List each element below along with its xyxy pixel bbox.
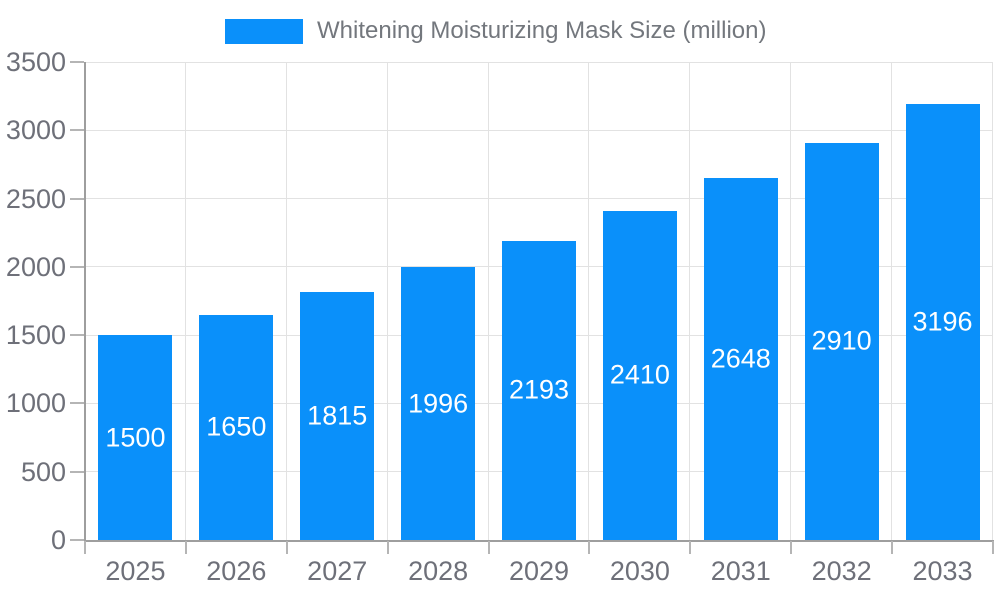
bar-2030[interactable]: 2410 [602,210,677,540]
x-axis-label-2025: 2025 [105,556,166,586]
x-tick-2 [285,541,288,554]
gridline-v-8 [891,62,893,540]
x-tick-8 [891,541,894,554]
gridline-h-3500 [85,61,993,63]
bar-value-label: 2193 [508,374,570,405]
bar-value-label: 2410 [609,359,670,390]
y-axis-label-1000: 1000 [5,388,66,419]
y-axis-label-500: 500 [20,456,66,487]
y-tick-2500 [70,197,84,200]
y-axis-label-3000: 3000 [5,115,66,146]
bar-value-label: 1815 [307,400,368,431]
legend-label: Whitening Moisturizing Mask Size (millio… [317,17,767,44]
bar-value-label: 1500 [105,422,166,453]
x-tick-1 [184,541,187,554]
y-axis-label-3500: 3500 [5,47,66,77]
bar-value-label: 2648 [710,343,771,374]
x-axis-label-2032: 2032 [811,556,872,586]
x-axis-label-2027: 2027 [307,556,368,586]
y-tick-500 [70,470,84,473]
x-axis-label-2030: 2030 [609,556,670,586]
bar-value-label: 2910 [811,325,872,356]
y-axis-label-1500: 1500 [5,320,66,351]
bar-2033[interactable]: 3196 [905,103,980,540]
x-axis-label-2033: 2033 [912,556,973,586]
gridline-h-3000 [85,129,993,131]
gridline-v-7 [790,62,792,540]
y-tick-3000 [70,129,84,132]
bar-value-label: 1650 [206,411,267,442]
y-tick-2000 [70,265,84,268]
bar-2027[interactable]: 1815 [300,292,375,540]
x-tick-4 [487,541,490,554]
gridline-v-5 [588,62,590,540]
y-axis-label-0: 0 [50,525,66,555]
x-tick-7 [790,541,793,554]
x-axis-line [84,540,994,542]
x-axis-label-2029: 2029 [508,556,570,586]
gridline-h-2500 [85,198,993,200]
bar-2029[interactable]: 2193 [502,240,576,540]
y-tick-0 [70,539,84,541]
gridline-v-6 [689,62,691,540]
gridline-v-9 [992,62,993,540]
y-axis-label-2000: 2000 [5,251,66,282]
gridline-v-1 [184,62,186,540]
gridline-v-2 [285,62,287,540]
bar-2032[interactable]: 2910 [804,142,879,540]
legend-swatch [225,18,303,44]
x-tick-9 [992,541,994,554]
x-tick-5 [588,541,591,554]
x-tick-0 [84,541,86,554]
x-tick-3 [386,541,389,554]
y-tick-1000 [70,402,84,405]
gridline-v-3 [386,62,388,540]
y-axis-label-2500: 2500 [5,183,66,214]
bar-value-label: 3196 [912,306,973,337]
bar-2026[interactable]: 1650 [199,314,274,540]
bar-2031[interactable]: 2648 [703,178,778,540]
x-axis-label-2026: 2026 [206,556,267,586]
bar-2028[interactable]: 1996 [401,267,476,540]
legend-item[interactable]: Whitening Moisturizing Mask Size (millio… [225,17,766,45]
plot-area: 1500 1650 1815 1996 2193 2410 2648 2910 3196 [85,61,993,540]
x-tick-6 [689,541,692,554]
gridline-v-4 [487,62,489,540]
bar-value-label: 1996 [408,388,469,419]
y-tick-1500 [70,334,84,337]
y-axis-line [84,62,86,542]
x-axis-label-2028: 2028 [408,556,469,586]
y-tick-3500 [70,61,84,63]
bar-2025[interactable]: 1500 [98,335,173,540]
x-axis-label-2031: 2031 [710,556,771,586]
